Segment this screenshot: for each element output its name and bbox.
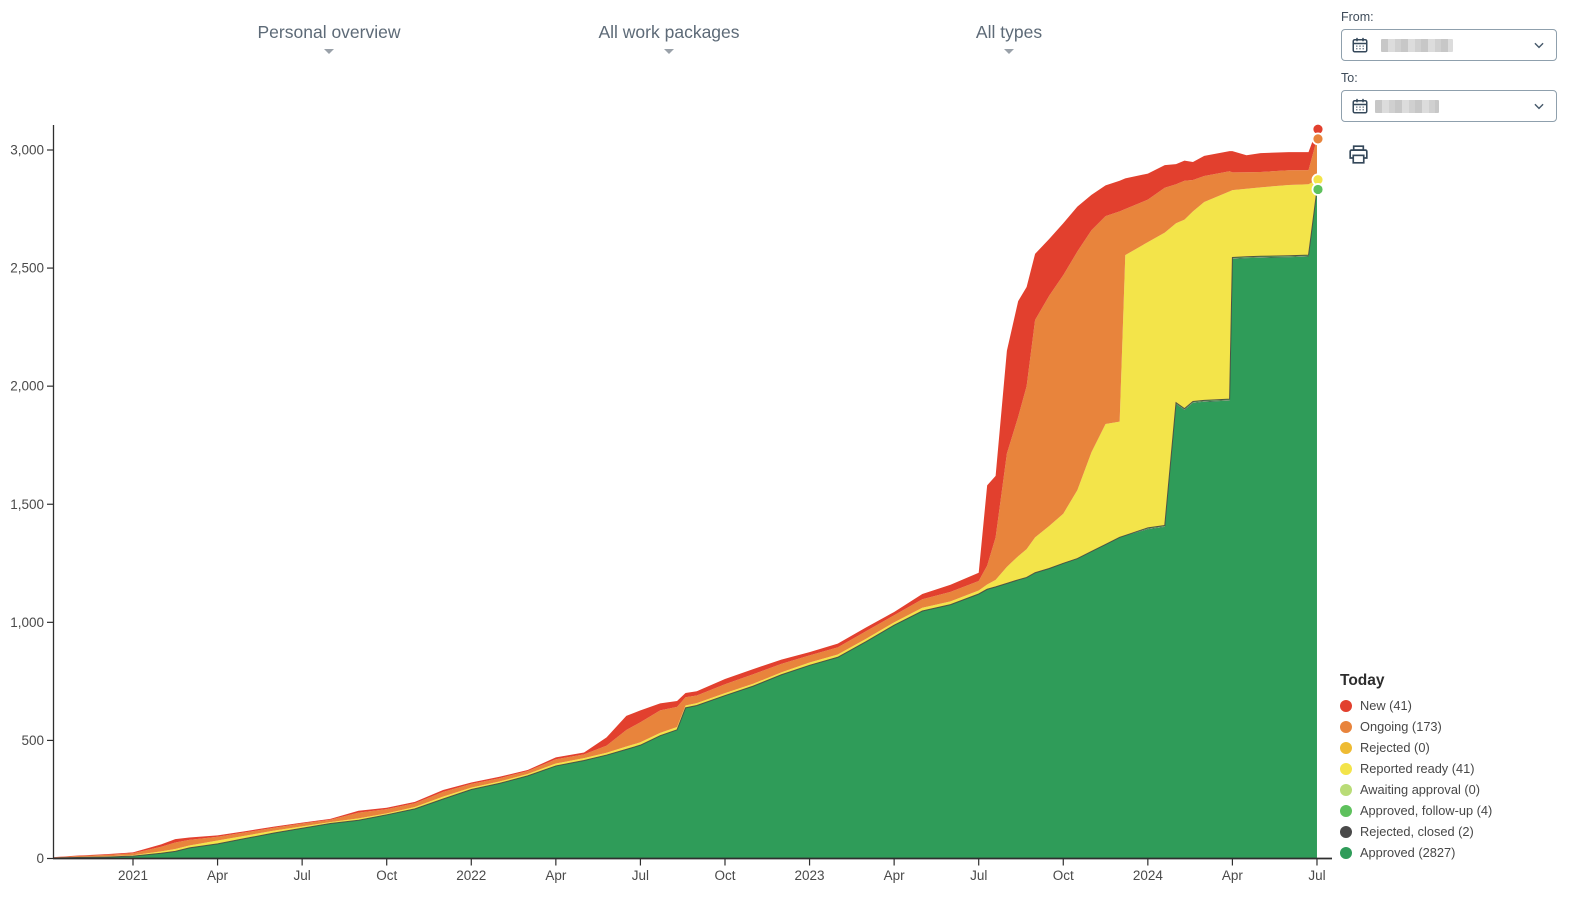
x-tick-label: Oct [376,868,397,883]
filter-work-packages[interactable]: All work packages [598,22,740,42]
legend-dot-reported_ready [1340,762,1352,775]
legend-label: New (41) [1360,698,1412,713]
x-tick-label: Jul [294,868,311,883]
x-tick-label: Apr [207,868,229,883]
from-label: From: [1341,10,1374,24]
chevron-down-caret[interactable] [664,49,674,54]
legend-label: Rejected, closed (2) [1360,824,1474,839]
to-date-value-redacted [1375,99,1439,113]
calendar-icon [1351,97,1369,115]
legend-item-rejected_closed[interactable]: Rejected, closed (2) [1340,821,1565,842]
to-label: To: [1341,71,1358,85]
legend-item-approved_followup[interactable]: Approved, follow-up (4) [1340,800,1565,821]
legend-title: Today [1340,672,1385,689]
chevron-down-icon [1532,38,1546,52]
legend-dot-rejected_closed [1340,825,1352,838]
x-tick-label: Apr [545,868,567,883]
x-tick-label: 2022 [456,868,486,883]
x-tick-label: Oct [1053,868,1074,883]
endpoint-marker-ongoing [1311,132,1325,146]
axes: 0 500 1,000 1,500 2,000 2,500 3,000 2021 Apr Jul O… [10,125,1332,883]
endpoint-marker-approved_followup [1311,183,1325,196]
x-tick-label: Apr [884,868,906,883]
legend-item-reported_ready[interactable]: Reported ready (41) [1340,758,1565,779]
y-tick-label: 500 [21,733,44,748]
series-area-ongoing [54,138,1317,858]
legend-label: Approved (2827) [1360,845,1456,860]
chevron-down-caret[interactable] [1004,49,1014,54]
filter-types[interactable]: All types [975,22,1043,42]
x-tick-label: Apr [1222,868,1244,883]
legend-label: Approved, follow-up (4) [1360,803,1493,818]
legend-item-awaiting_approval[interactable]: Awaiting approval (0) [1340,779,1565,800]
y-tick-label: 2,500 [10,261,44,276]
legend-item-approved[interactable]: Approved (2827) [1340,842,1565,863]
chevron-down-icon [1532,99,1546,113]
series-area-reported_ready [54,179,1317,859]
legend-label: Awaiting approval (0) [1360,782,1480,797]
filter-personal-overview[interactable]: Personal overview [257,22,401,42]
legend-dot-awaiting_approval [1340,783,1352,796]
y-tick-label: 2,000 [10,379,44,394]
legend-label: Reported ready (41) [1360,761,1475,776]
to-date-picker[interactable] [1341,90,1557,122]
legend-label: Rejected (0) [1360,740,1430,755]
legend-dot-approved_followup [1340,804,1352,817]
y-tick-label: 1,500 [10,497,44,512]
x-tick-label: 2024 [1133,868,1164,883]
legend-item-ongoing[interactable]: Ongoing (173) [1340,716,1565,737]
chevron-down-caret[interactable] [324,49,334,54]
y-tick-label: 3,000 [10,143,44,158]
legend-dot-rejected [1340,741,1352,754]
legend-dot-new [1340,699,1352,712]
x-tick-label: 2021 [118,868,148,883]
x-tick-label: Jul [632,868,649,883]
from-date-value-redacted [1381,38,1453,52]
x-tick-label: Jul [970,868,987,883]
print-button[interactable] [1345,141,1371,167]
legend-item-new[interactable]: New (41) [1340,695,1565,716]
y-tick-label: 1,000 [10,615,44,630]
legend-item-rejected[interactable]: Rejected (0) [1340,737,1565,758]
legend-label: Ongoing (173) [1360,719,1442,734]
x-tick-label: 2023 [795,868,825,883]
legend-dot-ongoing [1340,720,1352,733]
legend-dot-approved [1340,846,1352,859]
x-tick-label: Jul [1308,868,1325,883]
approved-top-edge [54,189,1318,859]
y-tick-label: 0 [36,851,44,866]
series-area-approved [54,190,1317,859]
printer-icon [1348,144,1369,165]
x-tick-label: Oct [714,868,735,883]
chart-legend: Today New (41) Ongoing (173) Rejected (0) R… [1340,672,1565,863]
from-date-picker[interactable] [1341,29,1557,61]
calendar-icon [1351,36,1369,54]
